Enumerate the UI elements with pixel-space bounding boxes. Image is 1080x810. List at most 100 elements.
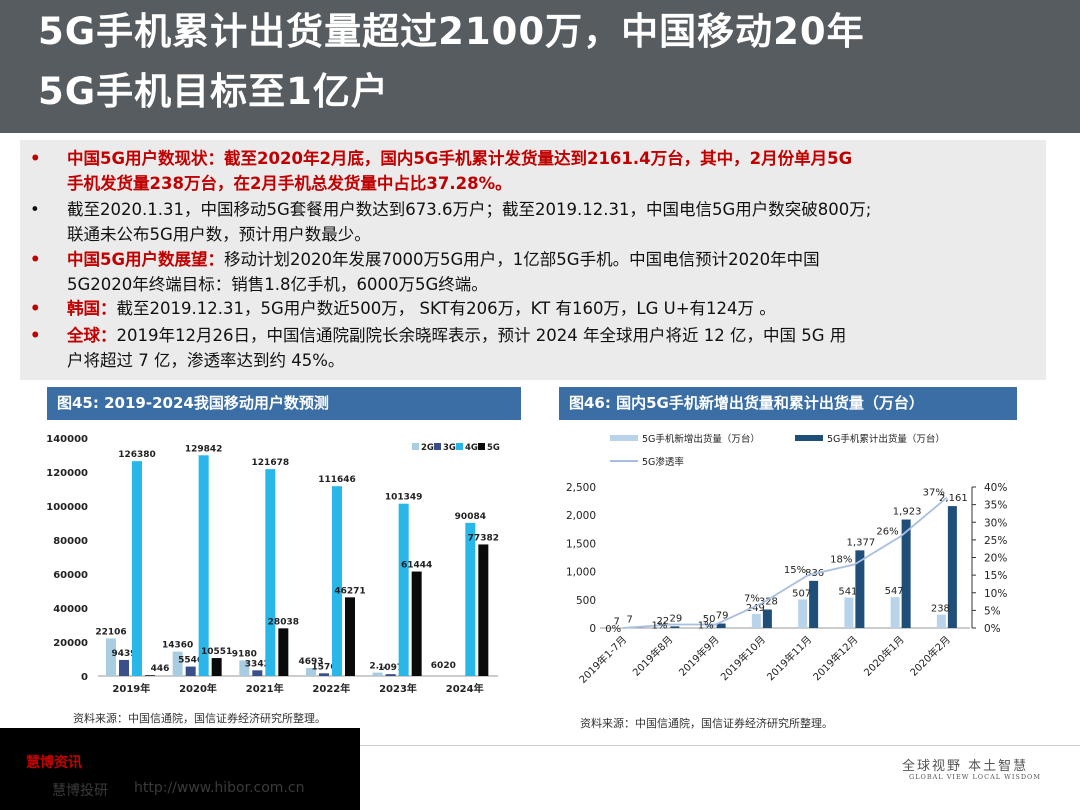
bar-value-label: 14360: [162, 641, 193, 651]
y2-tick-label: 35%: [984, 500, 1007, 512]
figure-45-source: 资料来源：中国信通院，国信证券经济研究所整理。: [73, 712, 326, 725]
bar-value-label: 50: [703, 614, 716, 625]
bar-2g: [172, 651, 183, 676]
legend-label: 5G: [487, 443, 500, 453]
bar-value-label: 446: [151, 664, 170, 674]
y-tick-label: 2,000: [566, 510, 596, 522]
bar-value-label: 28038: [268, 617, 299, 627]
bullet-panel: • 中国5G用户数现状：截至2020年2月底，国内5G手机累计发货量达到2161…: [20, 140, 1046, 380]
bullet-body: 截至2019.12.31，5G用户数近500万， SKT有206万，KT 有16…: [116, 299, 776, 318]
legend-label: 3G: [443, 443, 456, 453]
bar-value-label: 7: [626, 615, 632, 626]
bar-value-label: 90084: [455, 512, 486, 522]
bullet-text: 中国5G用户数展望：移动计划2020年发展7000万5G用户，1亿部5G手机。中…: [67, 248, 1047, 297]
y2-tick-label: 25%: [984, 535, 1007, 547]
bar-new-shipments: [844, 597, 854, 628]
bar-cumulative-shipments: [762, 609, 772, 628]
bar-value-label: 1,377: [847, 537, 876, 548]
figure-46-title: 图46: 国内5G手机新增出货量和累计出货量（万台）: [559, 387, 1017, 420]
bar-value-label: 2...: [369, 662, 386, 672]
bullet-body-cont: 联通未公布5G用户数，预计用户数最少。: [67, 224, 371, 244]
bar-4g: [132, 461, 142, 676]
x-tick-label: 2019年11月: [764, 633, 814, 683]
bullet-body: 2019年12月26日，中国信通院副院长余晓晖表示，预计 2024 年全球用户将…: [116, 326, 847, 345]
penetration-label: 1%: [698, 620, 714, 631]
bullet-text: 截至2020.1.31，中国移动5G套餐用户数达到673.6万户；截至2019.…: [67, 198, 1047, 247]
bar-3g: [319, 673, 329, 676]
bar-4g: [332, 486, 342, 676]
bar-value-label: 238: [931, 604, 950, 615]
y-tick-label: 0: [81, 672, 88, 683]
bar-2g: [306, 668, 316, 676]
bar-4g: [398, 503, 409, 676]
legend-swatch: [795, 435, 823, 441]
penetration-line: [623, 496, 948, 629]
legend-swatch: [434, 443, 441, 450]
bar-5g: [145, 675, 155, 676]
y-tick-label: 120000: [46, 468, 88, 479]
footer-divider: [360, 745, 1080, 746]
y-tick-label: 1,500: [566, 538, 596, 550]
bar-cumulative-shipments: [855, 550, 865, 628]
y-tick-label: 20000: [53, 638, 88, 649]
y2-tick-label: 40%: [984, 482, 1007, 494]
y2-tick-label: 30%: [984, 517, 1007, 529]
bullet-dot: •: [30, 149, 41, 168]
x-tick-label: 2019年1-7月: [576, 633, 629, 686]
legend-label: 5G渗透率: [642, 456, 684, 468]
bar-value-label: 2,161: [939, 493, 968, 504]
chart-5g-shipments: 5G手机新增出货量（万台） 5G手机累计出货量（万台） 5G渗透率 0 500 1,000…: [566, 433, 1007, 686]
chart-mobile-users-forecast: 0 20000 40000 60000 80000 100000 120000 140000 2…: [46, 434, 500, 695]
x-tick-label: 2022年: [312, 682, 350, 695]
bar-5g: [211, 658, 222, 676]
bar-value-label: 5546: [178, 656, 203, 666]
penetration-label: 37%: [923, 488, 945, 499]
legend-label: 5G手机累计出货量（万台）: [827, 433, 945, 445]
bar-value-label: 249: [746, 603, 765, 614]
y-tick-label: 500: [576, 595, 596, 607]
bar-cumulative-shipments: [947, 506, 957, 628]
bar-value-label: 328: [759, 597, 778, 608]
bullet-body-cont: 5G2020年终端目标：销售1.8亿手机，6000万5G终端。: [67, 274, 488, 294]
hibor-watermark-url[interactable]: http://www.hibor.com.cn: [134, 780, 305, 796]
bar-new-shipments: [751, 613, 761, 628]
bullet-body: 截至2020.1.31，中国移动5G套餐用户数达到673.6万户；截至2019.…: [67, 200, 872, 219]
y2-tick-label: 10%: [984, 588, 1007, 600]
y-tick-label: 100000: [46, 502, 88, 513]
bar-value-label: 1097: [378, 663, 403, 673]
legend-swatch: [478, 443, 485, 450]
x-tick-label: 2020年: [179, 682, 217, 695]
bar-5g: [278, 628, 289, 676]
penetration-label: 0%: [605, 624, 621, 635]
title-banner: 5G手机累计出货量超过2100万，中国移动20年 5G手机目标至1亿户: [0, 0, 1080, 133]
penetration-label: 15%: [784, 565, 806, 576]
page-title-line-2: 5G手机目标至1亿户: [38, 70, 389, 113]
bar-4g: [265, 469, 276, 676]
x-tick-label: 2020年1月: [861, 633, 907, 679]
penetration-label: 26%: [876, 526, 898, 537]
bullet-body: 移动计划2020年发展7000万5G用户，1亿部5G手机。中国电信预计2020年…: [224, 250, 820, 269]
bar-value-label: 9439: [111, 649, 136, 659]
bar-cumulative-shipments: [670, 626, 680, 628]
bar-value-label: 4693: [298, 657, 323, 667]
bar-value-label: 9180: [232, 649, 257, 659]
x-tick-label: 2020年2月: [907, 633, 953, 679]
penetration-label: 1%: [652, 620, 668, 631]
bullet-dot: •: [30, 200, 40, 219]
brand-slogan-cn: 全球视野 本土智慧: [902, 759, 1029, 774]
y2-tick-label: 0%: [984, 623, 1001, 635]
bar-value-label: 541: [838, 586, 857, 597]
bar-value-label: 1,923: [893, 507, 922, 518]
y-tick-label: 40000: [53, 604, 88, 615]
legend-swatch: [610, 435, 638, 441]
hibor-watermark-slogan: 慧博投研: [52, 783, 108, 799]
bar-new-shipments: [798, 599, 808, 628]
bullet-label: 中国5G用户数展望：: [67, 250, 225, 269]
bar-3g: [185, 666, 196, 676]
bar-3g: [252, 670, 263, 676]
y-tick-label: 140000: [46, 434, 88, 445]
bar-2g: [372, 672, 383, 676]
y-tick-label: 1,000: [566, 567, 596, 579]
bar-cumulative-shipments: [716, 623, 726, 628]
legend-label: 5G手机新增出货量（万台）: [642, 433, 760, 445]
